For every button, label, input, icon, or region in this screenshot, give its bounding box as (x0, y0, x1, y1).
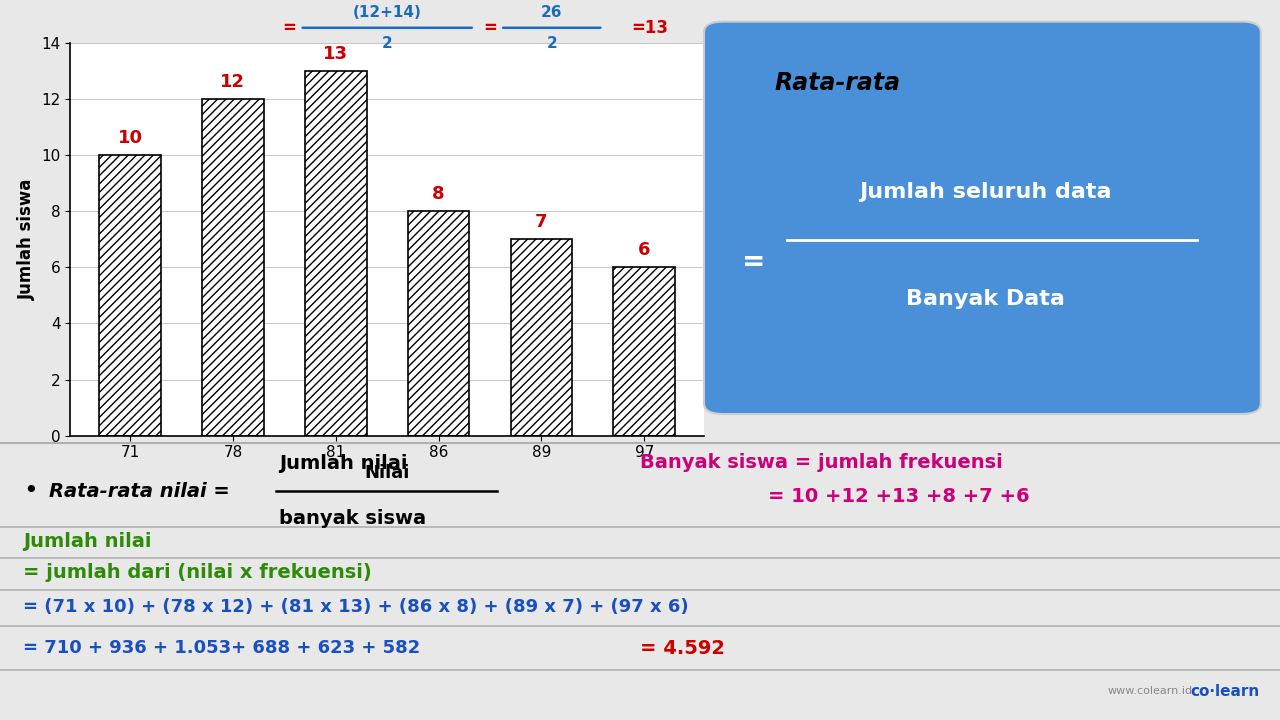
Text: = 10 +12 +13 +8 +7 +6: = 10 +12 +13 +8 +7 +6 (768, 487, 1029, 506)
Text: Banyak Data: Banyak Data (906, 289, 1065, 310)
X-axis label: Nilai: Nilai (365, 464, 410, 482)
Text: = (71 x 10) + (78 x 12) + (81 x 13) + (86 x 8) + (89 x 7) + (97 x 6): = (71 x 10) + (78 x 12) + (81 x 13) + (8… (23, 598, 689, 616)
Text: 8: 8 (433, 185, 445, 203)
Text: 6: 6 (639, 241, 650, 259)
Text: www.colearn.id: www.colearn.id (1107, 686, 1193, 696)
Bar (613, 267, 676, 436)
Bar (305, 71, 366, 436)
Text: 2: 2 (547, 36, 557, 50)
Text: 10: 10 (118, 129, 142, 147)
Text: Rata-rata: Rata-rata (774, 71, 901, 95)
Text: 7: 7 (535, 213, 548, 231)
Text: (12+14): (12+14) (353, 5, 421, 20)
Text: 13: 13 (324, 45, 348, 63)
Text: Rata-rata nilai =: Rata-rata nilai = (49, 482, 229, 500)
Text: Jumlah nilai: Jumlah nilai (279, 454, 407, 473)
Text: =: = (283, 19, 297, 37)
Bar (100, 156, 161, 436)
Text: Jumlah nilai: Jumlah nilai (23, 532, 151, 551)
Text: = jumlah dari (nilai x frekuensi): = jumlah dari (nilai x frekuensi) (23, 563, 371, 582)
Bar (511, 239, 572, 436)
Text: 2: 2 (381, 36, 393, 50)
Text: =: = (483, 19, 497, 37)
Text: co·learn: co·learn (1190, 684, 1260, 698)
Text: banyak siswa: banyak siswa (279, 509, 426, 528)
Bar (408, 212, 470, 436)
Text: 12: 12 (220, 73, 246, 91)
Text: Banyak siswa = jumlah frekuensi: Banyak siswa = jumlah frekuensi (640, 453, 1002, 472)
Text: =13: =13 (631, 19, 668, 37)
Text: = 4.592: = 4.592 (640, 639, 724, 657)
Text: Jumlah seluruh data: Jumlah seluruh data (859, 182, 1112, 202)
Text: = 710 + 936 + 1.053+ 688 + 623 + 582: = 710 + 936 + 1.053+ 688 + 623 + 582 (23, 639, 420, 657)
Bar (202, 99, 264, 436)
Text: 26: 26 (541, 5, 562, 20)
Y-axis label: Jumlah siswa: Jumlah siswa (18, 179, 36, 300)
Text: =: = (742, 248, 765, 276)
Text: •: • (23, 479, 38, 503)
